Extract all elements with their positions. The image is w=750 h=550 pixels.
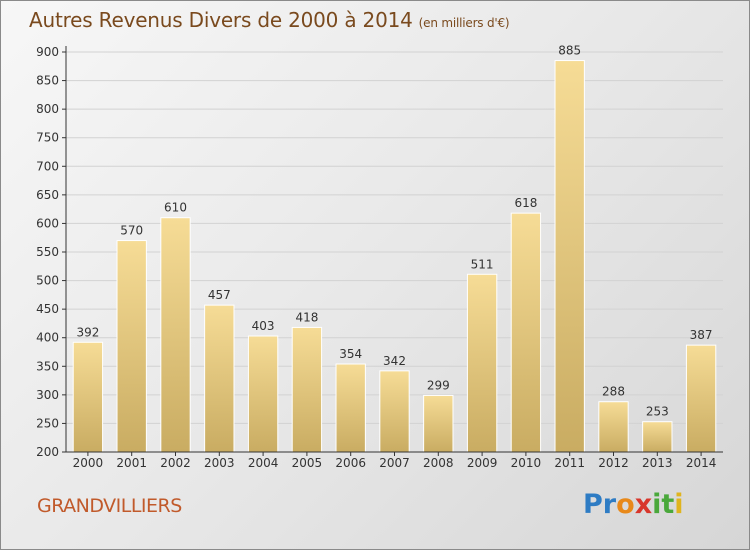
x-tick-label: 2011 bbox=[554, 456, 585, 470]
y-tick-label: 400 bbox=[36, 331, 59, 345]
x-tick-label: 2001 bbox=[116, 456, 147, 470]
data-label: 354 bbox=[339, 347, 362, 361]
y-tick-label: 500 bbox=[36, 274, 59, 288]
data-label: 618 bbox=[514, 196, 537, 210]
bar-2004 bbox=[247, 335, 279, 453]
logo-letter: x bbox=[634, 489, 653, 520]
chart-title-text: Autres Revenus Divers de 2000 à 2014 bbox=[29, 8, 413, 32]
y-tick-label: 650 bbox=[36, 188, 59, 202]
x-tick-label: 2012 bbox=[598, 456, 629, 470]
bar-2013 bbox=[642, 421, 673, 453]
data-label: 403 bbox=[252, 319, 275, 333]
data-label: 392 bbox=[76, 325, 99, 339]
proxiti-logo: Proxiti bbox=[583, 489, 684, 520]
bar-2005 bbox=[291, 326, 323, 453]
x-tick-label: 2006 bbox=[335, 456, 366, 470]
bar-2009 bbox=[466, 273, 498, 453]
data-label: 299 bbox=[427, 378, 450, 392]
bar-2003 bbox=[204, 304, 235, 453]
data-labels: 392 570 610 457 403 418 354 342 299 511 618 885 288 2… bbox=[76, 44, 712, 419]
x-tick-label: 2009 bbox=[467, 456, 498, 470]
logo-letter: P bbox=[583, 489, 603, 520]
logo-letter: i bbox=[674, 489, 684, 520]
bar-2007 bbox=[379, 370, 410, 453]
chart-title: Autres Revenus Divers de 2000 à 2014 (en … bbox=[29, 8, 510, 32]
data-label: 457 bbox=[208, 288, 231, 302]
bar-2014 bbox=[685, 344, 717, 453]
bar-2012 bbox=[598, 401, 629, 453]
bar-2010 bbox=[510, 212, 542, 453]
data-label: 511 bbox=[471, 257, 494, 271]
y-tick-label: 450 bbox=[36, 302, 59, 316]
logo-letter: r bbox=[602, 489, 617, 520]
bar-2006 bbox=[335, 363, 366, 453]
y-tick-label: 900 bbox=[36, 45, 59, 59]
bar-2002 bbox=[160, 217, 191, 453]
y-tick-label: 850 bbox=[36, 74, 59, 88]
data-label: 253 bbox=[646, 405, 669, 419]
logo-letter: i bbox=[652, 489, 662, 520]
x-tick-label: 2002 bbox=[160, 456, 191, 470]
data-label: 387 bbox=[690, 328, 713, 342]
chart-unit: (en milliers d'€) bbox=[418, 16, 510, 30]
y-tick-label: 300 bbox=[36, 388, 59, 402]
data-label: 342 bbox=[383, 354, 406, 368]
y-tick-label: 550 bbox=[36, 245, 59, 259]
y-tick-label: 350 bbox=[36, 359, 59, 373]
data-label: 610 bbox=[164, 201, 187, 215]
data-label: 885 bbox=[558, 44, 581, 58]
x-axis-ticks: 2000 2001 2002 2003 2004 2005 2006 2007 2008 2009… bbox=[73, 452, 717, 470]
axes bbox=[65, 46, 723, 453]
bar-2008 bbox=[423, 394, 454, 453]
x-tick-label: 2005 bbox=[292, 456, 323, 470]
x-tick-label: 2014 bbox=[686, 456, 717, 470]
y-tick-label: 750 bbox=[36, 131, 59, 145]
data-label: 570 bbox=[120, 224, 143, 238]
x-tick-label: 2004 bbox=[248, 456, 279, 470]
commune-name: GRANDVILLIERS bbox=[37, 495, 182, 517]
bar-2011 bbox=[554, 60, 585, 453]
y-axis-ticks: 200 250 300 350 400 450 500 550 600 650 700 750 800 8… bbox=[36, 45, 66, 459]
logo-letter: t bbox=[661, 489, 675, 520]
y-tick-label: 700 bbox=[36, 159, 59, 173]
logo-letter: o bbox=[616, 489, 635, 520]
y-tick-label: 200 bbox=[36, 445, 59, 459]
bar-2001 bbox=[116, 240, 147, 453]
y-tick-label: 250 bbox=[36, 416, 59, 430]
x-tick-label: 2010 bbox=[511, 456, 542, 470]
bar-2000 bbox=[72, 341, 104, 453]
y-tick-label: 800 bbox=[36, 102, 59, 116]
x-tick-label: 2003 bbox=[204, 456, 235, 470]
x-tick-label: 2000 bbox=[73, 456, 104, 470]
x-tick-label: 2013 bbox=[642, 456, 673, 470]
bars bbox=[72, 60, 717, 453]
data-label: 288 bbox=[602, 385, 625, 399]
data-label: 418 bbox=[295, 310, 318, 324]
y-tick-label: 600 bbox=[36, 216, 59, 230]
x-tick-label: 2007 bbox=[379, 456, 410, 470]
x-tick-label: 2008 bbox=[423, 456, 454, 470]
